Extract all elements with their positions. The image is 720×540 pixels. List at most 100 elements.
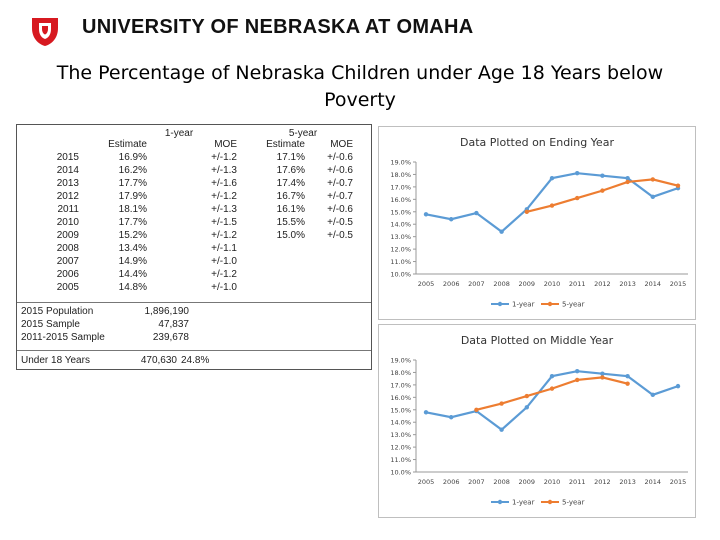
x-tick-label: 2011 — [569, 478, 586, 486]
cell-year: 2015 — [56, 152, 79, 163]
data-point-1-year — [600, 371, 605, 376]
cell-moe-1year: +/-1.0 — [211, 256, 237, 267]
chart-title: Data Plotted on Ending Year — [460, 136, 614, 149]
cell-moe-1year: +/-1.5 — [211, 217, 237, 228]
data-point-1-year — [449, 415, 454, 420]
cell-moe-5year: +/-0.6 — [327, 152, 353, 163]
data-point-1-year — [575, 369, 580, 374]
data-point-5-year — [575, 195, 580, 201]
cell-year: 2008 — [56, 243, 79, 254]
cell-moe-1year: +/-1.6 — [211, 178, 237, 189]
cell-estimate-1year: 13.4% — [118, 243, 147, 254]
chart-border — [378, 126, 696, 320]
chart-border — [378, 324, 696, 518]
col-header-moe-5year: MOE — [330, 139, 353, 150]
data-point-1-year — [549, 175, 555, 181]
x-tick-label: 2011 — [569, 280, 586, 288]
cell-estimate-1year: 14.8% — [118, 282, 147, 293]
data-point-1-year — [625, 373, 630, 379]
sample-value: 47,837 — [158, 319, 189, 330]
cell-moe-1year: +/-1.2 — [211, 152, 237, 163]
chart-title: Data Plotted on Middle Year — [461, 334, 614, 347]
x-tick-label: 2006 — [443, 280, 460, 288]
data-point-1-year — [474, 210, 479, 216]
sample5-value: 239,678 — [152, 332, 189, 343]
group-header-5year: 5-year — [288, 128, 318, 139]
x-tick-label: 2007 — [468, 478, 485, 486]
y-tick-label: 14.0% — [390, 221, 411, 229]
cell-moe-5year: +/-0.7 — [327, 191, 353, 202]
x-tick-label: 2013 — [619, 280, 636, 288]
legend-marker-5-year — [547, 301, 553, 307]
y-tick-label: 19.0% — [390, 159, 411, 167]
cell-estimate-1year: 17.7% — [118, 217, 147, 228]
x-tick-label: 2010 — [544, 280, 561, 288]
population-value: 1,896,190 — [144, 306, 190, 317]
data-point-1-year — [499, 229, 504, 234]
x-tick-label: 2012 — [594, 280, 611, 288]
data-point-5-year — [474, 407, 479, 412]
population-label: 2015 Population — [21, 306, 94, 317]
y-tick-label: 12.0% — [390, 444, 411, 452]
cell-year: 2011 — [57, 204, 79, 215]
cell-moe-1year: +/-1.0 — [211, 282, 237, 293]
cell-year: 2007 — [56, 256, 79, 267]
cell-moe-1year: +/-1.3 — [211, 165, 237, 176]
col-header-estimate-5year: Estimate — [266, 139, 305, 150]
x-tick-label: 2014 — [645, 280, 662, 288]
cell-moe-1year: +/-1.3 — [211, 204, 237, 215]
col-header-estimate-1year: Estimate — [108, 139, 147, 150]
legend-label: 1-year — [512, 499, 535, 507]
data-point-1-year — [549, 373, 555, 379]
data-point-1-year — [524, 405, 529, 410]
group-header-1year: 1-year — [164, 128, 194, 139]
x-tick-label: 2009 — [519, 478, 536, 486]
y-tick-label: 14.0% — [390, 419, 411, 427]
x-tick-label: 2009 — [519, 280, 536, 288]
header: UNIVERSITY OF NEBRASKA AT OMAHA — [0, 0, 720, 62]
x-tick-label: 2008 — [493, 478, 510, 486]
cell-moe-1year: +/-1.2 — [211, 269, 237, 280]
data-point-5-year — [524, 209, 529, 214]
table-divider — [17, 302, 371, 303]
y-tick-label: 15.0% — [390, 208, 411, 216]
chart-middle-year: Data Plotted on Middle Year 10.0% 11.0% 12.… — [378, 324, 696, 518]
y-tick-label: 10.0% — [390, 469, 411, 477]
cell-year: 2010 — [56, 217, 79, 228]
cell-moe-1year: +/-1.1 — [211, 243, 237, 254]
y-tick-label: 15.0% — [390, 406, 411, 414]
col-header-moe-1year: MOE — [214, 139, 237, 150]
data-point-5-year — [600, 188, 605, 193]
under18-pct: 24.8% — [181, 355, 210, 366]
cell-year: 2014 — [56, 165, 79, 176]
y-tick-label: 16.0% — [390, 196, 411, 204]
cell-moe-5year: +/-0.5 — [327, 217, 353, 228]
legend-label: 5-year — [562, 301, 585, 309]
cell-estimate-1year: 16.2% — [118, 165, 147, 176]
university-logo-icon — [32, 18, 58, 46]
data-point-5-year — [675, 183, 681, 188]
y-tick-label: 13.0% — [390, 233, 411, 241]
data-point-5-year — [625, 179, 630, 185]
y-tick-label: 17.0% — [390, 381, 411, 389]
data-point-5-year — [499, 401, 504, 406]
poverty-data-table: 1-year 5-year Estimate MOE Estimate MOE … — [16, 124, 372, 370]
cell-estimate-5year: 16.7% — [276, 191, 305, 202]
data-point-5-year — [575, 377, 580, 383]
legend-label: 1-year — [512, 301, 535, 309]
under18-label: Under 18 Years — [21, 355, 90, 366]
cell-estimate-1year: 18.1% — [118, 204, 147, 215]
data-point-5-year — [549, 386, 555, 391]
data-point-5-year — [549, 203, 555, 208]
cell-estimate-5year: 17.1% — [276, 152, 305, 163]
cell-moe-5year: +/-0.6 — [327, 204, 353, 215]
data-point-1-year — [625, 175, 630, 181]
x-tick-label: 2014 — [645, 478, 662, 486]
x-tick-label: 2013 — [619, 478, 636, 486]
under18-value: 470,630 — [140, 355, 177, 366]
cell-moe-5year: +/-0.6 — [327, 165, 353, 176]
y-tick-label: 18.0% — [390, 171, 411, 179]
cell-estimate-5year: 15.5% — [276, 217, 305, 228]
cell-moe-5year: +/-0.7 — [327, 178, 353, 189]
x-tick-label: 2005 — [418, 478, 435, 486]
